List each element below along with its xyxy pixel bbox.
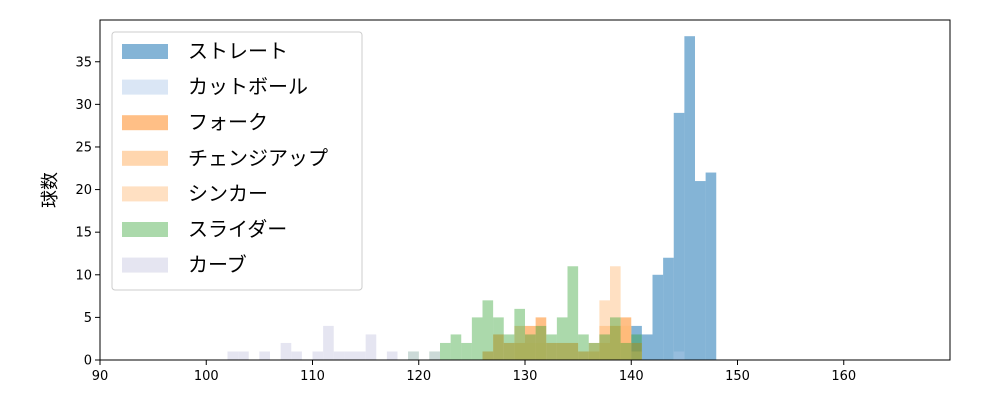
bar-4-1 bbox=[610, 266, 621, 360]
bar-6-10 bbox=[365, 334, 377, 360]
y-tick-label-1: 5 bbox=[84, 311, 92, 326]
y-tick-label-0: 0 bbox=[84, 354, 92, 369]
y-tick-label-5: 25 bbox=[75, 140, 92, 155]
bar-5-4 bbox=[461, 342, 472, 360]
x-tick-label-6: 150 bbox=[725, 369, 750, 384]
legend-label-5: スライダー bbox=[188, 217, 287, 241]
bar-2-7 bbox=[556, 342, 568, 360]
bar-4-2 bbox=[620, 325, 632, 360]
bar-0-6 bbox=[695, 181, 706, 360]
bar-0-1 bbox=[641, 334, 653, 360]
bar-6-5 bbox=[312, 351, 324, 360]
y-axis: 0 5 10 15 20 25 30 35 bbox=[75, 55, 100, 369]
bar-5-11 bbox=[535, 325, 547, 360]
x-tick-label-2: 110 bbox=[300, 369, 325, 384]
bar-3-2 bbox=[535, 342, 547, 360]
bar-6-6 bbox=[323, 325, 334, 360]
legend-label-1: カットボール bbox=[188, 75, 308, 99]
bar-5-7 bbox=[493, 317, 504, 360]
bar-0-3 bbox=[663, 257, 674, 360]
bar-6-0 bbox=[227, 351, 239, 360]
bar-6-12 bbox=[408, 351, 419, 360]
bar-2-8 bbox=[567, 342, 579, 360]
y-tick-label-7: 35 bbox=[75, 55, 92, 70]
bar-6-2 bbox=[259, 351, 270, 360]
legend-label-0: ストレート bbox=[188, 39, 288, 63]
bar-6-8 bbox=[344, 351, 355, 360]
bar-2-1 bbox=[493, 334, 504, 360]
bar-5-19 bbox=[620, 342, 632, 360]
bar-5-20 bbox=[631, 334, 642, 360]
bars-layer bbox=[227, 36, 717, 360]
legend-box bbox=[111, 31, 363, 291]
x-tick-label-1: 100 bbox=[194, 369, 219, 384]
legend-swatch-2 bbox=[122, 115, 168, 131]
y-tick-label-3: 15 bbox=[75, 226, 92, 241]
bar-6-7 bbox=[333, 351, 345, 360]
x-tick-label-4: 130 bbox=[513, 369, 538, 384]
y-tick-label-6: 30 bbox=[75, 98, 92, 113]
bar-5-10 bbox=[525, 334, 536, 360]
y-tick-label-2: 10 bbox=[75, 268, 92, 283]
bar-1-0 bbox=[673, 351, 685, 360]
x-tick-label-5: 140 bbox=[619, 369, 644, 384]
bar-5-13 bbox=[556, 317, 568, 360]
bar-2-6 bbox=[546, 342, 557, 360]
bar-6-4 bbox=[291, 351, 302, 360]
bar-5-14 bbox=[567, 266, 579, 360]
legend-label-2: フォーク bbox=[188, 110, 268, 134]
y-tick-label-4: 20 bbox=[75, 183, 92, 198]
legend-swatch-0 bbox=[122, 44, 168, 59]
bar-5-15 bbox=[578, 334, 589, 360]
bar-6-13 bbox=[429, 351, 440, 360]
bar-3-6 bbox=[620, 325, 632, 360]
bar-5-3 bbox=[450, 334, 462, 360]
legend-swatch-3 bbox=[122, 150, 168, 166]
bar-6-11 bbox=[386, 351, 398, 360]
x-axis: 90 100 110 120 130 140 150 160 bbox=[92, 360, 856, 384]
bar-5-12 bbox=[546, 334, 557, 360]
bar-3-1 bbox=[525, 342, 536, 360]
bar-3-3 bbox=[588, 342, 600, 360]
x-tick-label-3: 120 bbox=[406, 369, 431, 384]
x-tick-label-0: 90 bbox=[92, 369, 109, 384]
bar-0-2 bbox=[652, 274, 664, 360]
bar-2-2 bbox=[503, 342, 515, 360]
bar-3-4 bbox=[599, 325, 610, 360]
bar-4-0 bbox=[599, 300, 610, 360]
legend-swatch-4 bbox=[122, 186, 168, 202]
bar-3-7 bbox=[631, 351, 642, 360]
legend-label-6: カーブ bbox=[188, 253, 247, 277]
bar-0-5 bbox=[684, 36, 695, 360]
bar-2-9 bbox=[578, 351, 589, 360]
legend-swatch-5 bbox=[122, 222, 168, 237]
bar-6-1 bbox=[238, 351, 249, 360]
legend-label-3: チェンジアップ bbox=[188, 146, 328, 170]
bar-6-9 bbox=[355, 351, 366, 360]
bar-5-17 bbox=[599, 334, 610, 360]
legend-swatch-1 bbox=[122, 79, 168, 95]
bar-5-6 bbox=[482, 300, 494, 360]
bar-0-4 bbox=[673, 112, 685, 360]
legend-label-4: シンカー bbox=[188, 181, 268, 205]
bar-5-16 bbox=[588, 342, 600, 360]
bar-0-7 bbox=[705, 172, 717, 360]
y-axis-label: 球数 bbox=[40, 172, 61, 208]
bar-5-9 bbox=[514, 308, 525, 360]
bar-6-3 bbox=[280, 342, 292, 360]
bar-2-5 bbox=[535, 317, 547, 360]
bar-5-5 bbox=[471, 317, 483, 360]
bar-2-0 bbox=[482, 351, 494, 360]
bar-5-18 bbox=[610, 317, 621, 360]
bar-3-5 bbox=[610, 325, 621, 360]
x-tick-label-7: 160 bbox=[831, 369, 856, 384]
bar-5-8 bbox=[503, 334, 515, 360]
bar-5-2 bbox=[440, 342, 451, 360]
legend-swatch-6 bbox=[122, 257, 168, 273]
bar-3-0 bbox=[514, 325, 525, 360]
